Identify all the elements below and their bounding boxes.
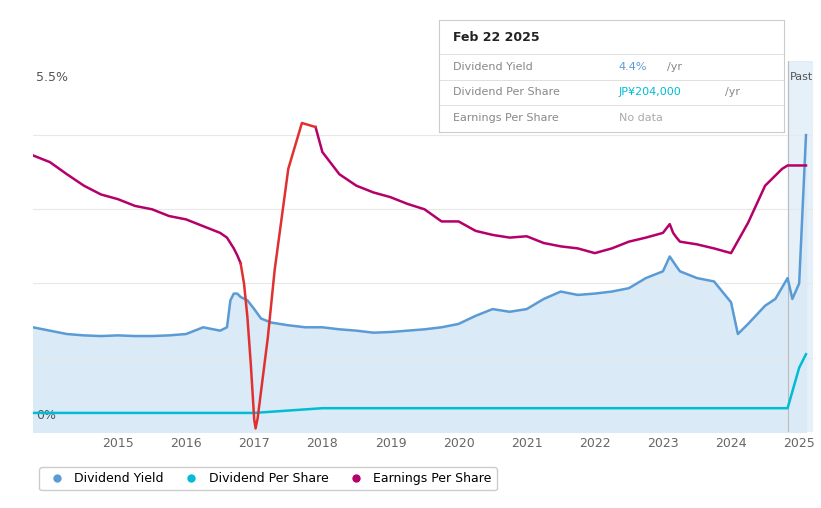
Text: No data: No data	[618, 113, 663, 123]
Text: Past: Past	[790, 72, 813, 82]
Text: /yr: /yr	[726, 87, 741, 98]
Text: JP¥204,000: JP¥204,000	[618, 87, 681, 98]
Text: Dividend Yield: Dividend Yield	[453, 61, 533, 72]
Text: Dividend Per Share: Dividend Per Share	[453, 87, 560, 98]
Text: 4.4%: 4.4%	[618, 61, 647, 72]
Bar	[787, 61, 821, 432]
Text: /yr: /yr	[667, 61, 681, 72]
Text: 0%: 0%	[36, 409, 57, 422]
Legend: Dividend Yield, Dividend Per Share, Earnings Per Share: Dividend Yield, Dividend Per Share, Earn…	[39, 467, 497, 490]
Text: Earnings Per Share: Earnings Per Share	[453, 113, 559, 123]
Text: Feb 22 2025: Feb 22 2025	[453, 31, 539, 45]
Text: 5.5%: 5.5%	[36, 71, 68, 84]
